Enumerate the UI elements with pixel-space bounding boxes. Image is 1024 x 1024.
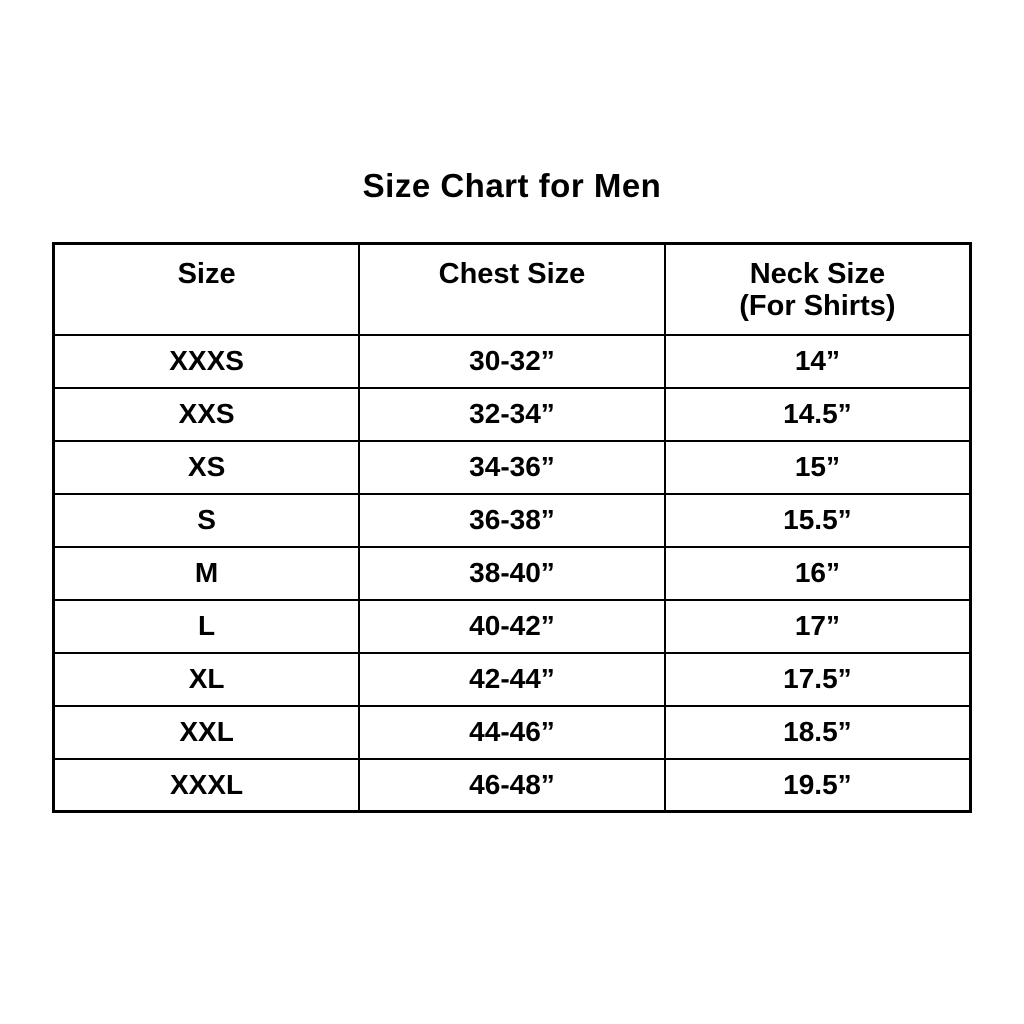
chest-size-cell: 38-40” [358, 545, 666, 601]
neck-size-cell: 15” [663, 439, 972, 495]
chest-size-cell: 32-34” [358, 386, 666, 442]
size-cell: XL [52, 651, 361, 707]
table-row: XL 42-44” 17.5” [52, 651, 972, 707]
table-row: S 36-38” 15.5” [52, 492, 972, 548]
column-header-size: Size [52, 242, 361, 336]
chest-size-cell: 40-42” [358, 598, 666, 654]
table-row: XXL 44-46” 18.5” [52, 704, 972, 760]
table-row: XXXL 46-48” 19.5” [52, 757, 972, 813]
neck-size-cell: 17.5” [663, 651, 972, 707]
size-cell: S [52, 492, 361, 548]
size-chart-table: Size Chest Size Neck Size (For Shirts) X… [52, 242, 972, 813]
size-cell: L [52, 598, 361, 654]
chest-size-cell: 34-36” [358, 439, 666, 495]
neck-size-cell: 14.5” [663, 386, 972, 442]
column-header-neck-size: Neck Size (For Shirts) [663, 242, 972, 336]
chest-size-cell: 46-48” [358, 757, 666, 813]
chest-size-cell: 30-32” [358, 333, 666, 389]
neck-size-cell: 17” [663, 598, 972, 654]
size-cell: XXS [52, 386, 361, 442]
size-cell: M [52, 545, 361, 601]
column-header-chest-size: Chest Size [358, 242, 666, 336]
size-cell: XXXS [52, 333, 361, 389]
table-row: M 38-40” 16” [52, 545, 972, 601]
neck-size-cell: 19.5” [663, 757, 972, 813]
neck-size-cell: 14” [663, 333, 972, 389]
size-cell: XXL [52, 704, 361, 760]
table-row: L 40-42” 17” [52, 598, 972, 654]
chest-size-cell: 36-38” [358, 492, 666, 548]
chest-size-cell: 44-46” [358, 704, 666, 760]
size-cell: XS [52, 439, 361, 495]
neck-size-cell: 18.5” [663, 704, 972, 760]
size-cell: XXXL [52, 757, 361, 813]
table-row: XXS 32-34” 14.5” [52, 386, 972, 442]
table-row: XS 34-36” 15” [52, 439, 972, 495]
neck-size-cell: 15.5” [663, 492, 972, 548]
chest-size-cell: 42-44” [358, 651, 666, 707]
neck-size-cell: 16” [663, 545, 972, 601]
page-title: Size Chart for Men [362, 167, 662, 204]
table-header-row: Size Chest Size Neck Size (For Shirts) [52, 242, 972, 336]
table-row: XXXS 30-32” 14” [52, 333, 972, 389]
